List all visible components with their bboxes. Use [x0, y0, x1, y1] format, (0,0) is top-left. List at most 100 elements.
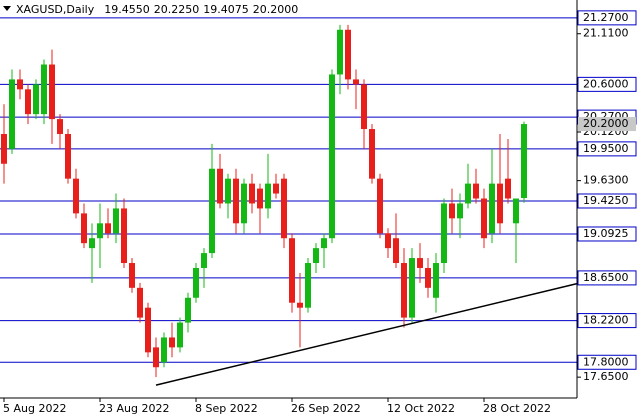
candle-body — [265, 183, 271, 209]
current-price-label: 20.2000 — [583, 117, 629, 130]
level-label: 19.4250 — [583, 194, 629, 207]
candle-body — [409, 258, 415, 318]
level-label-box — [577, 141, 637, 157]
candle-body — [353, 79, 359, 85]
candle-body — [193, 267, 199, 298]
candle-body — [305, 263, 311, 308]
x-tick-label: 5 Aug 2022 — [3, 402, 66, 415]
candle-body — [313, 248, 319, 264]
candle-body — [65, 133, 71, 179]
candle-body — [505, 178, 511, 199]
candle-body — [401, 263, 407, 318]
candle-body — [449, 203, 455, 219]
candle-body — [361, 84, 367, 130]
candle-body — [377, 178, 383, 234]
trendline — [155, 282, 578, 386]
candle-body — [209, 168, 215, 254]
candle-body — [97, 223, 103, 239]
ohlc-label: 20.2250 — [154, 3, 200, 16]
candle-body — [369, 129, 375, 179]
candle-body — [89, 238, 95, 249]
ohlc-label: 19.4550 — [104, 3, 150, 16]
candle-body — [473, 183, 479, 199]
candle-body — [425, 267, 431, 288]
candle-body — [225, 178, 231, 204]
x-tick-label: 8 Sep 2022 — [195, 402, 258, 415]
candle-body — [41, 64, 47, 115]
level-label: 19.0925 — [583, 227, 629, 240]
candle-body — [113, 208, 119, 234]
candle-body — [17, 79, 23, 90]
menu-arrow[interactable] — [3, 6, 11, 11]
candle-body — [465, 183, 471, 204]
ohlc-label: 20.2000 — [253, 3, 299, 16]
candle-body — [217, 168, 223, 204]
level-label-box — [577, 76, 637, 92]
candle-body — [273, 183, 279, 194]
candle-body — [73, 178, 79, 214]
candle-body — [521, 124, 527, 199]
candle-body — [257, 188, 263, 209]
candle-body — [1, 133, 7, 164]
chart-title: XAGUSD,Daily — [16, 3, 95, 16]
level-label: 17.8000 — [583, 355, 629, 368]
candle-body — [185, 297, 191, 323]
candle-body — [433, 263, 439, 298]
candle-body — [321, 238, 327, 249]
candle-body — [161, 337, 167, 363]
candle-body — [169, 337, 175, 348]
candle-body — [241, 183, 247, 224]
candle-body — [297, 302, 303, 308]
candle-body — [329, 74, 335, 239]
level-label: 19.9500 — [583, 142, 629, 155]
current-price-box — [578, 117, 636, 132]
candle-body — [145, 307, 151, 353]
candle-body — [289, 238, 295, 303]
x-tick-label: 28 Oct 2022 — [483, 402, 551, 415]
x-tick-label: 23 Aug 2022 — [99, 402, 169, 415]
candle-body — [489, 183, 495, 234]
candle-body — [129, 263, 135, 288]
candle-body — [417, 258, 423, 268]
y-tick-label: 19.6300 — [583, 174, 629, 187]
candle-body — [105, 223, 111, 234]
candle-body — [393, 238, 399, 264]
x-tick-label: 12 Oct 2022 — [387, 402, 455, 415]
candle-body — [137, 287, 143, 318]
level-label: 20.6000 — [583, 77, 629, 90]
candle-body — [281, 178, 287, 239]
candle-body — [33, 84, 39, 115]
level-label-box — [577, 226, 637, 242]
level-label: 18.6500 — [583, 271, 629, 284]
candle-body — [81, 213, 87, 244]
y-tick-label: 17.6500 — [583, 370, 629, 383]
candle-body — [233, 178, 239, 224]
candle-body — [441, 203, 447, 264]
level-label: 21.2700 — [583, 11, 629, 24]
candle-body — [121, 208, 127, 264]
level-label-box — [577, 270, 637, 286]
candle-body — [177, 322, 183, 348]
level-label-box — [577, 354, 637, 370]
candle-body — [497, 183, 503, 224]
candle-body — [9, 79, 15, 149]
level-label-box — [577, 10, 637, 26]
candle-body — [49, 64, 55, 120]
level-label-box — [577, 193, 637, 209]
ohlc-label: 19.4075 — [203, 3, 249, 16]
level-label-box — [577, 313, 637, 329]
x-tick-label: 26 Sep 2022 — [291, 402, 361, 415]
candle-body — [481, 198, 487, 239]
candle-body — [201, 253, 207, 268]
candle-body — [57, 119, 63, 134]
candle-body — [337, 29, 343, 75]
candle-body — [385, 233, 391, 249]
candle-body — [345, 29, 351, 80]
candle-body — [513, 198, 519, 224]
candle-body — [249, 183, 255, 204]
y-tick-label: 21.1100 — [583, 27, 629, 40]
candle-body — [457, 203, 463, 219]
candle-body — [153, 347, 159, 368]
